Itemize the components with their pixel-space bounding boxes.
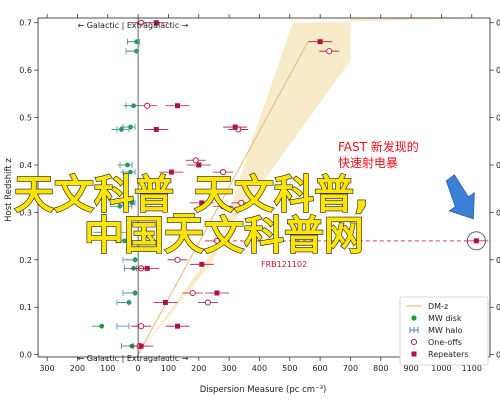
one-off-point [219, 203, 227, 210]
one-off-point [144, 102, 151, 109]
y-tick-label: 0.0 [19, 351, 32, 360]
repeater-point [473, 238, 479, 244]
y-tick-label: 0.3 [19, 208, 32, 217]
x-tick-label: 1000 [431, 364, 451, 373]
fast-source-highlight [466, 231, 486, 251]
one-off-point [141, 228, 148, 235]
legend-label-one-offs: One-offs [428, 338, 462, 347]
data-points [91, 19, 489, 350]
x-tick-label: 100 [100, 364, 115, 373]
y-tick-label: 0.1 [19, 303, 32, 312]
repeater-point [175, 323, 181, 329]
y-tick-label: 0.6 [19, 66, 32, 75]
mw-disk-point [100, 229, 106, 235]
y-tick-label-right: 0.6 [496, 66, 500, 75]
legend-label-repeaters: Repeaters [428, 350, 469, 359]
legend-label-mw-halo: MW halo [428, 326, 463, 335]
panel-label-top: ← Galactic | Extragalactic → [77, 21, 188, 30]
repeater-point [199, 261, 205, 267]
y-tick-label-right: 0.7 [496, 19, 500, 28]
one-off-point [326, 48, 333, 55]
x-tick-label: 300 [39, 364, 54, 373]
x-tick-label: 800 [373, 364, 388, 373]
watermark-line2: 中国天文科普网 [84, 213, 364, 259]
repeater-point [153, 20, 159, 26]
x-tick-label: 200 [70, 364, 85, 373]
x-tick-label: 600 [312, 364, 327, 373]
repeater-point [153, 126, 159, 132]
one-off-point [189, 289, 196, 297]
plot-frame [37, 17, 491, 358]
y-tick-label: 0.2 [19, 256, 32, 265]
y-tick-label-right: 0.3 [496, 208, 500, 217]
y-axis-ticks: 0.0 0.0 0.1 0.1 0.2 0.2 0.3 0.3 0.4 0.4 0.5 0.5 0.6 0… [19, 19, 500, 360]
x-tick-label: 100 [161, 364, 176, 373]
one-off-point [204, 299, 211, 306]
repeater-point [232, 124, 238, 130]
y-tick-label: 0.4 [19, 161, 32, 170]
one-off-point [138, 323, 145, 330]
one-off-point [192, 157, 199, 164]
repeater-point [138, 343, 144, 349]
fast-arrow [445, 174, 475, 220]
x-tick-label: 500 [282, 364, 297, 373]
one-off-point [138, 19, 145, 26]
y-tick-label-right: 0.0 [496, 351, 500, 360]
legend-swatch-mw-disk [411, 315, 417, 321]
legend-box [399, 296, 489, 366]
x-axis-title: Dispersion Measure (pc cm⁻³) [200, 385, 327, 395]
fast-label-line1: FAST 新发现的 [338, 139, 419, 154]
watermark-line1: 天文科普_天文科普, [14, 172, 369, 218]
fast-label-line2: 快速射电暴 [338, 155, 398, 170]
annotations [204, 174, 486, 251]
dm-z-band [138, 18, 491, 355]
legend: DM-z MW disk MW halo One-offs Repeaters [399, 296, 489, 366]
x-tick-label: 0 [136, 364, 141, 373]
one-off-point [174, 256, 181, 263]
x-tick-label: 700 [343, 364, 358, 373]
y-tick-label-right: 0.1 [496, 303, 500, 312]
legend-label-mw-disk: MW disk [428, 314, 462, 323]
x-tick-label: 300 [221, 364, 236, 373]
one-off-point [219, 169, 227, 176]
axes-frame [37, 17, 491, 358]
one-off-point [238, 199, 245, 206]
repeater-point [196, 162, 202, 168]
x-tick-label: 400 [252, 364, 267, 373]
y-tick-label-right: 0.5 [496, 114, 500, 123]
mw-disk-point [99, 323, 105, 329]
repeater-point [144, 265, 150, 271]
x-tick-label: 1100 [462, 364, 482, 373]
frb121102-label: FRB121102 [261, 260, 307, 269]
repeater-point [168, 169, 174, 175]
legend-label-dmz: DM-z [428, 302, 448, 311]
y-tick-label-right: 0.2 [496, 256, 500, 265]
y-tick-label: 0.7 [19, 19, 32, 28]
x-axis-ticks: 300 200 100 0 100 200 300 400 500 600 700 800 900 100… [39, 14, 482, 373]
panel-label-bottom: ← Galactic | Extragalactic → [77, 354, 188, 363]
y-tick-label: 0.5 [19, 114, 32, 123]
repeater-point [214, 290, 220, 296]
repeater-point [317, 39, 323, 45]
legend-swatch-mw-halo [409, 327, 419, 333]
repeater-point [175, 103, 181, 109]
repeater-point [162, 299, 168, 305]
legend-swatch-one-offs [410, 338, 418, 346]
y-tick-label-right: 0.4 [496, 161, 500, 170]
x-tick-label: 900 [403, 364, 418, 373]
legend-swatch-repeaters [411, 351, 417, 357]
x-tick-label: 200 [191, 364, 206, 373]
repeater-point [199, 200, 205, 206]
y-axis-title: Host Redshift z [4, 158, 14, 222]
